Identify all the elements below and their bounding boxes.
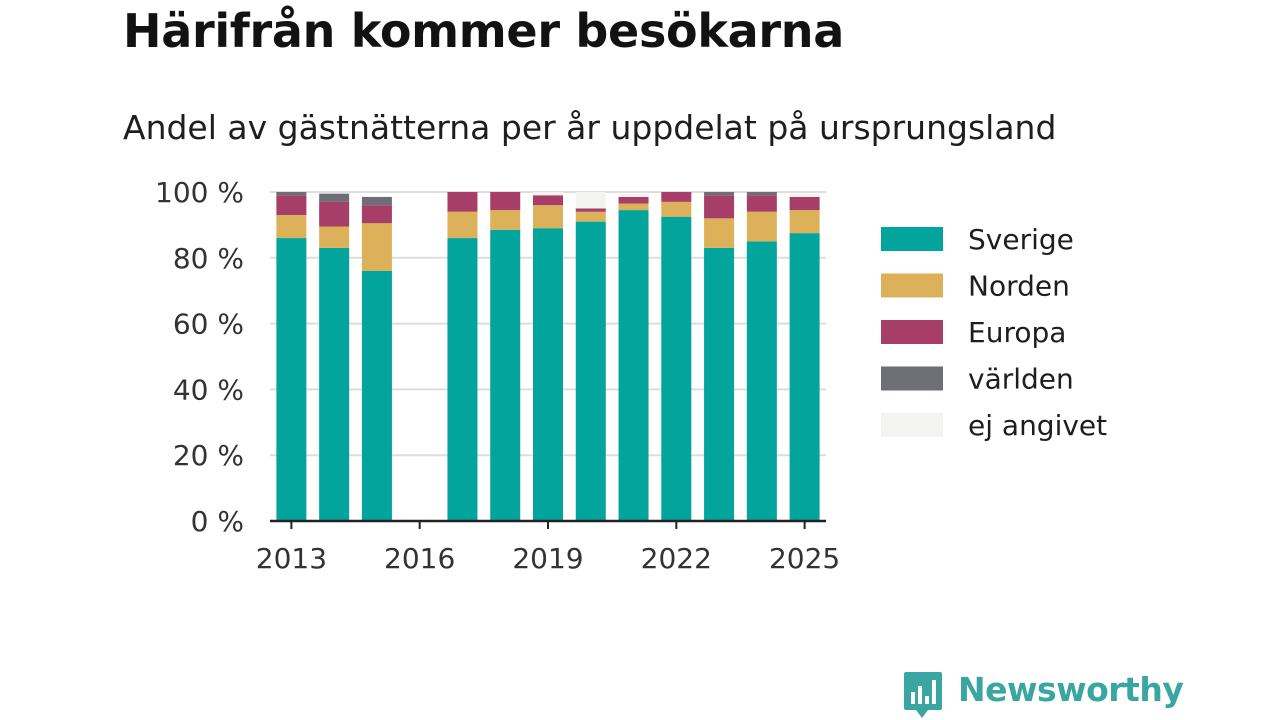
chart-subtitle: Andel av gästnätterna per år uppdelat på… [123,108,1057,147]
legend-swatch-Europa [881,320,943,344]
bar-segment-Norden-2022 [661,201,692,217]
legend: Sverige Norden Europa världen ej angivet [881,223,1107,442]
x-tick-label: 2025 [769,542,840,575]
bar-segment-Sverige-2018 [490,229,521,521]
bar-segment-Europa-2024 [746,195,777,212]
legend-swatch-ej-angivet [881,413,943,437]
stacked-bar-chart: 0 % 20 % 40 % 60 % 80 % 100 % 2013 2016 2019 2022… [155,176,1107,575]
bar-segment-världen-2024 [746,192,777,196]
y-tick-label: 80 % [173,242,244,275]
legend-label-ej-angivet: ej angivet [968,409,1107,442]
bar-segment-Norden-2015 [361,223,392,271]
bar-segment-Sverige-2025 [789,233,820,521]
bar-segment-världen-2015 [361,196,392,206]
bar-segment-ej-angivet-2019 [533,192,563,196]
bars [276,192,820,522]
legend-label-Sverige: Sverige [968,223,1074,256]
legend-swatch-Sverige [881,227,943,251]
axes: 0 % 20 % 40 % 60 % 80 % 100 % 2013 2016 2019 2022… [155,176,840,575]
bar-segment-Norden-2014 [319,226,350,248]
y-tick-label: 100 % [155,176,244,209]
y-tick-label: 40 % [173,373,244,406]
bar-segment-Norden-2019 [533,205,563,229]
bar-segment-Norden-2017 [447,211,478,239]
bar-segment-Sverige-2015 [361,270,392,521]
bar-segment-Sverige-2013 [276,238,307,521]
bar-segment-Sverige-2019 [533,228,563,521]
bar-segment-Sverige-2020 [575,221,606,522]
bar-segment-Norden-2024 [746,211,777,242]
y-tick-label: 20 % [173,439,244,472]
bar-segment-Europa-2019 [533,195,563,206]
chart-title: Härifrån kommer besökarna [123,4,844,58]
bar-segment-Sverige-2014 [319,247,350,521]
bar-segment-världen-2023 [704,192,735,196]
bar-segment-ej-angivet-2021 [618,193,649,197]
x-tick-label: 2016 [384,542,455,575]
bar-segment-Norden-2020 [575,211,606,222]
bar-segment-Europa-2021 [618,196,649,204]
bar-segment-Europa-2013 [276,195,307,216]
bar-segment-Europa-2020 [575,208,606,212]
bar-segment-Sverige-2017 [447,238,478,521]
brand-logo: Newsworthy [902,668,1184,720]
bar-segment-ej-angivet-2020 [575,192,606,209]
bar-segment-Norden-2021 [618,203,649,211]
bar-segment-Sverige-2024 [746,241,777,521]
bar-segment-Europa-2017 [447,192,478,212]
bar-segment-Sverige-2022 [661,216,692,522]
brand-name: Newsworthy [958,670,1184,709]
bar-segment-Sverige-2023 [704,247,735,521]
bar-segment-Europa-2023 [704,195,735,219]
x-tick-label: 2019 [512,542,583,575]
bar-segment-Norden-2018 [490,210,521,230]
y-tick-label: 0 % [191,505,244,538]
bar-segment-Norden-2023 [704,218,735,248]
x-tick-label: 2013 [256,542,327,575]
bar-segment-Europa-2014 [319,201,350,227]
legend-label-Europa: Europa [968,316,1066,349]
bar-segment-världen-2013 [276,192,307,196]
y-tick-label: 60 % [173,308,244,341]
legend-label-världen: världen [968,363,1074,396]
bar-segment-Sverige-2021 [618,210,649,521]
bar-segment-Europa-2015 [361,205,392,224]
bar-segment-Norden-2013 [276,215,307,239]
bar-segment-världen-2014 [319,193,350,202]
legend-swatch-Norden [881,273,943,298]
bar-segment-Europa-2025 [789,196,820,211]
bar-segment-Europa-2018 [490,192,521,211]
bar-segment-Norden-2025 [789,210,820,234]
bar-segment-ej-angivet-2025 [789,193,820,197]
legend-label-Norden: Norden [968,270,1070,303]
newsworthy-logo-icon [904,672,942,718]
bar-segment-Europa-2022 [661,192,692,202]
legend-swatch-världen [881,366,943,391]
x-tick-label: 2022 [641,542,712,575]
